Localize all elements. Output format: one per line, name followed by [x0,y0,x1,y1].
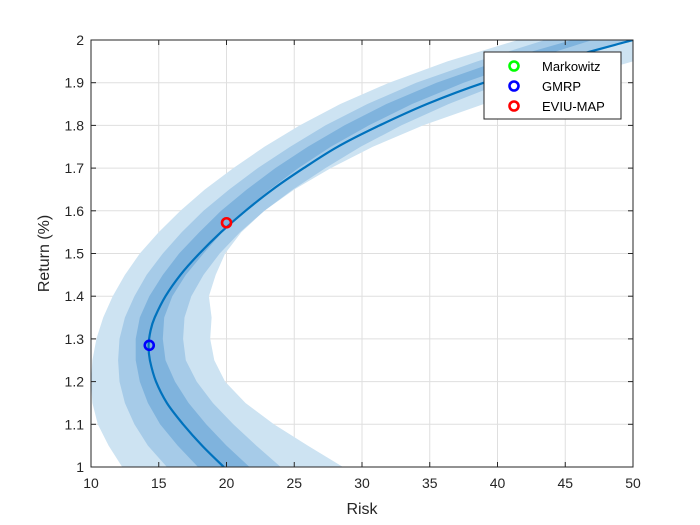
frontier-lines [147,40,633,467]
y-tick-label: 1.5 [65,246,85,262]
y-tick-label: 1.6 [65,203,85,219]
legend-marker [508,80,520,92]
y-tick-label: 1.8 [65,117,85,133]
x-tick-label: 30 [354,475,370,491]
x-tick-label: 15 [151,475,167,491]
y-tick-label: 1.3 [65,331,85,347]
legend-marker [508,100,520,112]
y-tick-label: 1 [76,459,84,475]
marker-gmrp [143,339,156,352]
y-tick-label: 1.9 [65,75,85,91]
efficient-frontier-line [147,40,633,467]
legend[interactable]: Markowitz GMRP EVIU-MAP [483,51,622,120]
y-axis-label: Return (%) [36,215,53,292]
inner-confidence-band [135,40,593,467]
legend-marker [508,60,520,72]
x-tick-label: 20 [219,475,235,491]
legend-entry: Markowitz [542,59,601,74]
marker-eviu-map [220,216,233,229]
x-tick-label: 40 [490,475,506,491]
legend-entry: EVIU-MAP [542,99,605,114]
axes [90,39,634,468]
y-tick-label: 1.2 [65,374,85,390]
legend-entry: GMRP [542,79,581,94]
y-tick-label: 1.4 [65,288,85,304]
tick-labels: 10 15 20 25 30 35 40 45 50 1 1.1 1.2 1.3 1.4 1.5 1.6 1.7… [65,32,641,491]
x-tick-label: 50 [625,475,641,491]
x-tick-label: 25 [286,475,302,491]
x-tick-label: 35 [422,475,438,491]
x-tick-label: 45 [557,475,573,491]
y-tick-label: 2 [76,32,84,48]
y-tick-label: 1.7 [65,160,85,176]
markers [143,216,233,352]
y-tick-label: 1.1 [65,416,85,432]
x-axis-label: Risk [346,501,378,518]
x-tick-label: 10 [83,475,99,491]
legend-box [483,51,622,120]
